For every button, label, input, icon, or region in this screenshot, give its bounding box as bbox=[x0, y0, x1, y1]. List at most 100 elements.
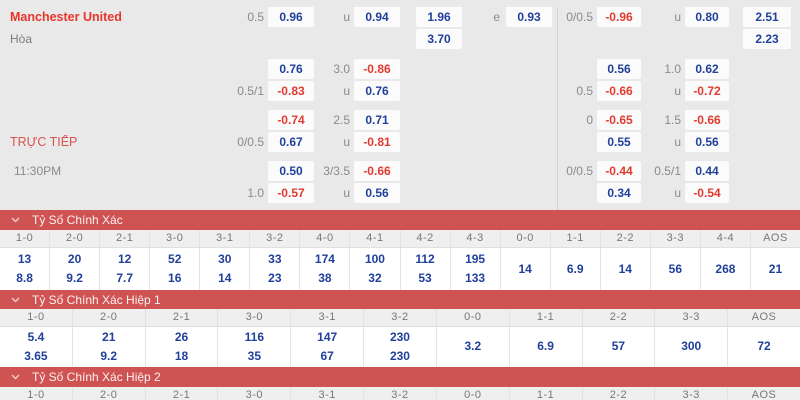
ft-even-odds-cell[interactable] bbox=[506, 132, 552, 152]
ft-1x2-odds-cell[interactable]: 1.96 bbox=[416, 7, 462, 27]
h1-handicap-odds-cell[interactable]: -0.65 bbox=[597, 110, 641, 130]
score-odds-cell[interactable]: 33 23 bbox=[250, 248, 300, 290]
score-odds-cell[interactable]: 72 bbox=[728, 327, 800, 366]
ft-even-odds-cell[interactable] bbox=[506, 161, 552, 181]
ft-1x2-odds-cell[interactable] bbox=[416, 81, 462, 101]
score-odds-cell[interactable]: 268 bbox=[700, 248, 750, 290]
ft-total-odds-cell[interactable]: -0.66 bbox=[354, 161, 400, 181]
h1-handicap-odds-cell[interactable]: -0.96 bbox=[597, 7, 641, 27]
ft-total-odds-cell[interactable]: 0.71 bbox=[354, 110, 400, 130]
ft-1x2-odds-cell[interactable] bbox=[416, 161, 462, 181]
score-column: 2-2 14 bbox=[600, 230, 651, 290]
ft-total-odds-cell[interactable] bbox=[354, 29, 400, 49]
h1-1x2-odds-cell[interactable] bbox=[743, 183, 791, 203]
ft-handicap-odds-cell[interactable]: 0.67 bbox=[268, 132, 314, 152]
section-header-half1[interactable]: Tỷ Số Chính Xác Hiệp 1 bbox=[0, 290, 800, 309]
score-header-cell: 1-1 bbox=[550, 230, 600, 248]
score-odds-cell[interactable]: 30 14 bbox=[200, 248, 250, 290]
ft-1x2-odds-cell[interactable] bbox=[416, 183, 462, 203]
score-header-cell: 4-4 bbox=[700, 230, 750, 248]
score-odds-cell[interactable]: 21 bbox=[750, 248, 800, 290]
section-header-half2[interactable]: Tỷ Số Chính Xác Hiệp 2 bbox=[0, 367, 800, 387]
score-odds-cell[interactable]: 147 67 bbox=[291, 327, 364, 366]
score-odds-cell[interactable]: 12 7.7 bbox=[100, 248, 150, 290]
ft-total-line-label: u bbox=[343, 135, 350, 149]
score-odds-cell[interactable]: 56 bbox=[650, 248, 700, 290]
h1-handicap-odds-cell[interactable]: -0.44 bbox=[597, 161, 641, 181]
ft-handicap-odds-cell[interactable]: -0.74 bbox=[268, 110, 314, 130]
score-odds-cell[interactable]: 26 18 bbox=[145, 327, 218, 366]
score-odds-cell[interactable]: 13 8.8 bbox=[0, 248, 50, 290]
h1-handicap-odds-cell[interactable]: 0.56 bbox=[597, 59, 641, 79]
score-odds-cell[interactable]: 6.9 bbox=[550, 248, 600, 290]
h1-total-odds-cell[interactable] bbox=[685, 29, 729, 49]
ft-1x2-odds-cell[interactable] bbox=[416, 110, 462, 130]
ft-handicap-odds-cell[interactable]: 0.76 bbox=[268, 59, 314, 79]
score-odds-cell[interactable]: 112 53 bbox=[400, 248, 450, 290]
score-odds-cell[interactable]: 3.2 bbox=[436, 327, 509, 366]
score-odds-cell[interactable]: 300 bbox=[655, 327, 728, 366]
h1-total-odds-cell[interactable]: -0.66 bbox=[685, 110, 729, 130]
ft-handicap-odds-cell[interactable]: -0.57 bbox=[268, 183, 314, 203]
h1-handicap-odds-cell[interactable]: 0.55 bbox=[597, 132, 641, 152]
ft-1x2-odds-cell[interactable]: 3.70 bbox=[416, 29, 462, 49]
score-column: 2-0 bbox=[72, 387, 146, 400]
ft-even-odds-cell[interactable] bbox=[506, 81, 552, 101]
h1-total-odds-cell[interactable]: -0.54 bbox=[685, 183, 729, 203]
h1-total-odds-cell[interactable]: 0.56 bbox=[685, 132, 729, 152]
score-odds-cell[interactable]: 5.4 3.65 bbox=[0, 327, 72, 366]
ft-total-odds-cell[interactable]: -0.86 bbox=[354, 59, 400, 79]
ft-handicap-odds-cell[interactable]: 0.96 bbox=[268, 7, 314, 27]
ft-total-odds-cell[interactable]: 0.56 bbox=[354, 183, 400, 203]
ft-1x2-odds-cell[interactable] bbox=[416, 59, 462, 79]
h1-total-line-label: u bbox=[674, 186, 681, 200]
score-odds-cell[interactable]: 6.9 bbox=[509, 327, 582, 366]
ft-total-odds-cell[interactable]: -0.81 bbox=[354, 132, 400, 152]
score-odds-cell[interactable]: 21 9.2 bbox=[72, 327, 145, 366]
h1-1x2-odds-cell[interactable] bbox=[743, 59, 791, 79]
h1-1x2-odds-cell[interactable] bbox=[743, 161, 791, 181]
ft-even-odds-cell[interactable] bbox=[506, 183, 552, 203]
h1-1x2-odds-cell[interactable]: 2.23 bbox=[743, 29, 791, 49]
chevron-down-icon[interactable] bbox=[0, 296, 30, 303]
score-header-cell: 3-0 bbox=[150, 230, 200, 248]
ft-total-odds-cell[interactable]: 0.94 bbox=[354, 7, 400, 27]
score-odds-cell[interactable]: 57 bbox=[582, 327, 655, 366]
h1-total-odds-cell[interactable]: 0.44 bbox=[685, 161, 729, 181]
h1-1x2-odds-cell[interactable] bbox=[743, 132, 791, 152]
score-odds-cell[interactable]: 14 bbox=[500, 248, 550, 290]
score-odds-cell[interactable]: 174 38 bbox=[300, 248, 350, 290]
ft-total-line-label: 2.5 bbox=[333, 113, 350, 127]
chevron-down-icon[interactable] bbox=[0, 217, 30, 223]
score-odds-cell[interactable]: 14 bbox=[600, 248, 650, 290]
h1-total-odds-cell[interactable]: -0.72 bbox=[685, 81, 729, 101]
h1-handicap-odds-cell[interactable] bbox=[597, 29, 641, 49]
h1-handicap-odds-cell[interactable]: 0.34 bbox=[597, 183, 641, 203]
score-header-cell: 4-0 bbox=[300, 230, 350, 248]
h1-1x2-odds-cell[interactable] bbox=[743, 81, 791, 101]
h1-1x2-odds-cell[interactable] bbox=[743, 110, 791, 130]
ft-even-odds-cell[interactable] bbox=[506, 29, 552, 49]
ft-even-odds-cell[interactable]: 0.93 bbox=[506, 7, 552, 27]
section-header-correct-score[interactable]: Tỷ Số Chính Xác bbox=[0, 210, 800, 230]
ft-handicap-odds-cell[interactable]: -0.83 bbox=[268, 81, 314, 101]
score-odds-cell[interactable]: 116 35 bbox=[218, 327, 291, 366]
score-odds-cell[interactable]: 195 133 bbox=[450, 248, 500, 290]
h1-1x2-odds-cell[interactable]: 2.51 bbox=[743, 7, 791, 27]
chevron-down-icon[interactable] bbox=[0, 374, 30, 380]
ft-1x2-odds-cell[interactable] bbox=[416, 132, 462, 152]
h1-total-odds-cell[interactable]: 0.62 bbox=[685, 59, 729, 79]
h1-handicap-odds-cell[interactable]: -0.66 bbox=[597, 81, 641, 101]
ft-even-line-label: e bbox=[493, 10, 500, 24]
score-odds-cell[interactable]: 230 230 bbox=[364, 327, 436, 366]
score-odds-cell[interactable]: 100 32 bbox=[350, 248, 400, 290]
ft-total-odds-cell[interactable]: 0.76 bbox=[354, 81, 400, 101]
score-header-cell: 4-2 bbox=[400, 230, 450, 248]
ft-handicap-odds-cell[interactable]: 0.50 bbox=[268, 161, 314, 181]
ft-even-odds-cell[interactable] bbox=[506, 110, 552, 130]
score-odds-cell[interactable]: 20 9.2 bbox=[50, 248, 100, 290]
ft-handicap-odds-cell[interactable] bbox=[268, 29, 314, 49]
ft-even-odds-cell[interactable] bbox=[506, 59, 552, 79]
h1-total-odds-cell[interactable]: 0.80 bbox=[685, 7, 729, 27]
score-odds-cell[interactable]: 52 16 bbox=[150, 248, 200, 290]
